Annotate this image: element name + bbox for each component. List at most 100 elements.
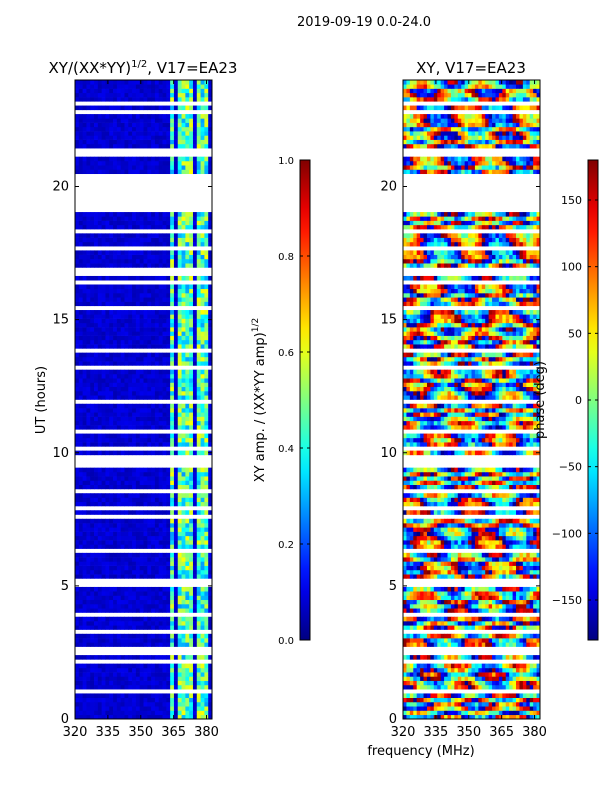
left-heatmap-cell (192, 356, 198, 362)
left-heatmap-cell (82, 382, 87, 388)
left-heatmap-cell (170, 382, 175, 388)
left-heatmap-cell (94, 369, 99, 375)
left-heatmap-cell (78, 680, 84, 686)
left-heatmap-cell (162, 122, 167, 128)
left-heatmap-cell (170, 224, 175, 230)
left-heatmap-cell (189, 241, 194, 247)
right-heatmap-cell (440, 603, 445, 609)
left-heatmap-cell (181, 293, 186, 298)
left-heatmap-cell (189, 642, 194, 647)
left-heatmap-cell (151, 693, 156, 698)
right-heatmap-cell (440, 608, 445, 613)
left-heatmap-cell (75, 565, 80, 571)
right-heatmap-cell (420, 621, 424, 626)
left-heatmap-cell (101, 386, 106, 392)
left-heatmap-cell (173, 135, 179, 140)
right-heatmap-cell (478, 710, 483, 716)
left-heatmap-cell (139, 574, 144, 579)
left-heatmap-cell (113, 297, 118, 302)
right-heatmap-cell (522, 625, 527, 630)
left-heatmap-cell (135, 574, 141, 579)
left-heatmap-cell (109, 420, 114, 426)
left-heatmap-cell (208, 561, 213, 566)
left-heatmap-cell (181, 412, 186, 417)
left-heatmap-cell (158, 310, 163, 315)
left-heatmap-cell (170, 693, 175, 698)
right-heatmap-cell (420, 672, 424, 677)
left-heatmap-cell (132, 416, 137, 422)
right-heatmap-cell (464, 625, 469, 630)
right-heatmap-cell (413, 603, 418, 609)
left-heatmap-cell (120, 693, 125, 698)
left-heatmap-cell (116, 310, 122, 315)
left-heatmap-cell (75, 373, 80, 379)
left-heatmap-cell (185, 216, 190, 221)
left-heatmap-cell (200, 118, 205, 123)
left-heatmap-cell (196, 574, 201, 579)
left-heatmap-cell (162, 92, 167, 98)
left-heatmap-cell (124, 599, 129, 605)
right-heatmap-cell (481, 684, 486, 690)
left-heatmap-cell (162, 523, 167, 528)
left-heatmap-cell (196, 237, 201, 243)
left-heatmap-cell (132, 339, 137, 345)
left-heatmap-cell (147, 288, 152, 294)
right-heatmap-cell (444, 638, 448, 643)
left-heatmap-cell (170, 143, 175, 149)
left-heatmap-cell (75, 293, 80, 298)
left-heatmap-cell (151, 335, 156, 341)
right-heatmap-cell (478, 638, 483, 643)
left-heatmap-cell (166, 322, 171, 328)
left-heatmap-cell (105, 552, 110, 558)
left-heatmap-cell (162, 143, 167, 149)
right-heatmap-cell (437, 663, 442, 669)
left-heatmap-cell (196, 118, 201, 123)
right-heatmap-cell (406, 625, 411, 630)
left-heatmap-cell (192, 216, 198, 221)
left-heatmap-cell (120, 416, 125, 422)
left-heatmap-cell (177, 135, 182, 140)
left-heatmap-cell (173, 540, 179, 545)
left-heatmap-cell (120, 361, 125, 366)
right-heatmap-cell (474, 608, 479, 613)
left-heatmap-cell (116, 706, 122, 711)
right-heatmap-cell (536, 672, 541, 677)
right-heatmap-cell (468, 710, 472, 716)
right-heatmap-cell (457, 697, 462, 703)
left-heatmap-cell (208, 706, 213, 711)
left-heatmap-cell (101, 480, 106, 485)
left-heatmap-cell (166, 676, 171, 681)
left-heatmap-cell (185, 625, 190, 630)
left-heatmap-cell (154, 450, 160, 456)
right-heatmap-cell (464, 599, 469, 605)
left-heatmap-cell (151, 599, 156, 605)
right-heatmap-cell (498, 697, 503, 703)
left-heatmap-cell (128, 254, 133, 260)
left-heatmap-cell (162, 314, 167, 319)
left-heatmap-cell (166, 599, 171, 605)
left-heatmap-cell (116, 591, 122, 596)
left-heatmap-cell (132, 697, 137, 703)
left-heatmap-cell (166, 518, 171, 524)
right-panel-title: XY, V17=EA23 (416, 59, 526, 77)
left-heatmap-cell (192, 390, 198, 396)
left-heatmap-cell (120, 322, 125, 328)
left-heatmap-cell (82, 310, 87, 315)
left-heatmap-cell (200, 501, 205, 507)
left-heatmap-cell (158, 322, 163, 328)
left-heatmap-cell (139, 105, 144, 111)
left-heatmap-cell (124, 425, 129, 430)
left-heatmap-cell (120, 156, 125, 162)
left-heatmap-cell (166, 638, 171, 643)
left-heatmap-cell (97, 288, 103, 294)
left-heatmap-cell (151, 284, 156, 290)
left-heatmap-cell (101, 442, 106, 447)
left-heatmap-cell (124, 378, 129, 383)
left-heatmap-cell (94, 220, 99, 226)
left-heatmap-cell (82, 373, 87, 379)
left-heatmap-cell (94, 710, 99, 716)
left-heatmap-cell (170, 126, 175, 132)
left-heatmap-cell (132, 710, 137, 716)
left-heatmap-cell (78, 552, 84, 558)
left-heatmap-cell (78, 237, 84, 243)
